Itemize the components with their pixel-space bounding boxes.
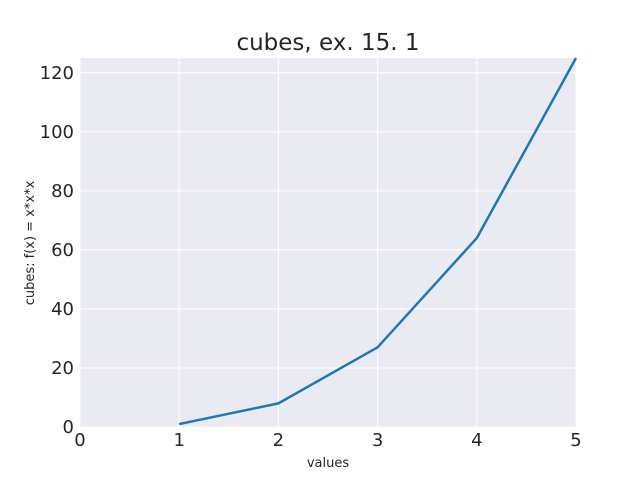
y-tick-label: 0 bbox=[63, 417, 74, 438]
x-tick-label: 3 bbox=[372, 430, 383, 451]
x-tick-label: 0 bbox=[74, 430, 85, 451]
vertical-gridlines bbox=[79, 58, 577, 427]
x-tick-labels: 0 1 2 3 4 5 bbox=[74, 430, 581, 451]
x-tick-label: 2 bbox=[273, 430, 284, 451]
y-tick-labels: 0 20 40 60 80 100 120 bbox=[40, 63, 74, 438]
y-tick-label: 40 bbox=[51, 299, 74, 320]
x-tick-label: 1 bbox=[173, 430, 184, 451]
y-tick-label: 100 bbox=[40, 122, 74, 143]
x-tick-label: 5 bbox=[570, 430, 581, 451]
y-tick-label: 60 bbox=[51, 240, 74, 261]
x-axis-label: values bbox=[307, 456, 350, 471]
plot-background bbox=[80, 58, 576, 427]
y-tick-label: 80 bbox=[51, 181, 74, 202]
y-axis-label: cubes: f(x) = x*x*x bbox=[23, 180, 38, 305]
y-tick-label: 120 bbox=[40, 63, 74, 84]
horizontal-gridlines bbox=[80, 72, 576, 428]
series-line bbox=[178, 57, 578, 426]
x-tick-label: 4 bbox=[471, 430, 482, 451]
chart-title: cubes, ex. 15. 1 bbox=[236, 30, 419, 56]
series-lines bbox=[178, 57, 578, 426]
y-tick-label: 20 bbox=[51, 358, 74, 379]
